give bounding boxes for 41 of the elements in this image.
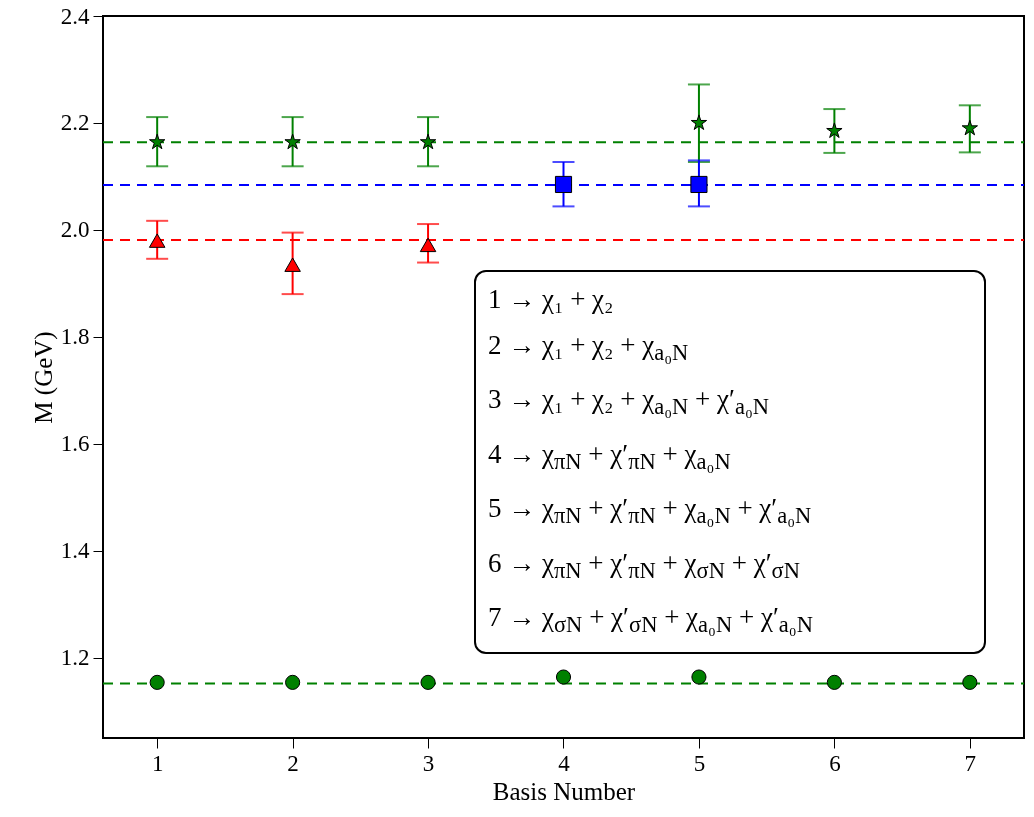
point	[285, 674, 301, 690]
annotation: 3 → χ₁ + χ₂ + χ$_{a₀N}$ + χ′$_{a₀N}$	[488, 383, 771, 422]
point	[826, 122, 843, 139]
y-tick-label: 2.0	[60, 217, 90, 243]
x-axis-title: Basis Number	[492, 777, 636, 805]
y-tick-label: 1.4	[60, 538, 90, 564]
y-tick-label: 1.6	[60, 431, 90, 457]
x-tick-label: 4	[558, 750, 571, 776]
y-tick-label: 1.2	[60, 645, 90, 671]
point	[419, 237, 437, 253]
point	[826, 674, 842, 690]
point	[554, 175, 573, 194]
point	[961, 119, 978, 136]
point	[555, 669, 572, 685]
x-tick-label: 2	[287, 750, 299, 776]
point	[420, 674, 436, 690]
point	[690, 175, 708, 194]
x-tick-label: 7	[964, 750, 977, 776]
annotation: 2 → χ₁ + χ₂ + χ$_{a₀N}$	[488, 329, 690, 368]
point	[691, 669, 707, 685]
annotation: 4 → χ$_{πN}$ + χ′$_{πN}$ + χ$_{a₀N}$	[488, 437, 732, 477]
point	[149, 133, 166, 150]
x-tick-label: 3	[422, 750, 435, 776]
point	[149, 674, 165, 690]
point	[284, 133, 301, 150]
y-tick-label: 2.4	[60, 3, 90, 29]
annotation: 7 → χ$_{σN}$ + χ′$_{σN}$ + χ$_{a₀N}$ + χ′$_{a₀N}$	[488, 600, 814, 640]
y-tick-label: 2.2	[60, 110, 90, 136]
annotation: 5 → χ$_{πN}$ + χ′$_{πN}$ + χ$_{a₀N}$ + χ′$_{a₀N}$	[488, 492, 813, 531]
annotation: 1 → χ₁ + χ₂	[488, 283, 615, 316]
point	[419, 133, 437, 150]
x-tick-label: 5	[693, 750, 706, 776]
annotation: 6 → χ$_{πN}$ + χ′$_{πN}$ + χ$_{σN}$ + χ′$_{σN}$	[488, 546, 801, 585]
y-tick-label: 1.8	[60, 324, 90, 350]
y-axis-title: M (GeV)	[29, 331, 58, 424]
point	[284, 257, 301, 272]
x-tick-label: 1	[151, 750, 164, 776]
x-tick-label: 6	[829, 750, 841, 776]
point	[962, 674, 978, 690]
point	[690, 114, 708, 130]
point	[148, 233, 166, 248]
